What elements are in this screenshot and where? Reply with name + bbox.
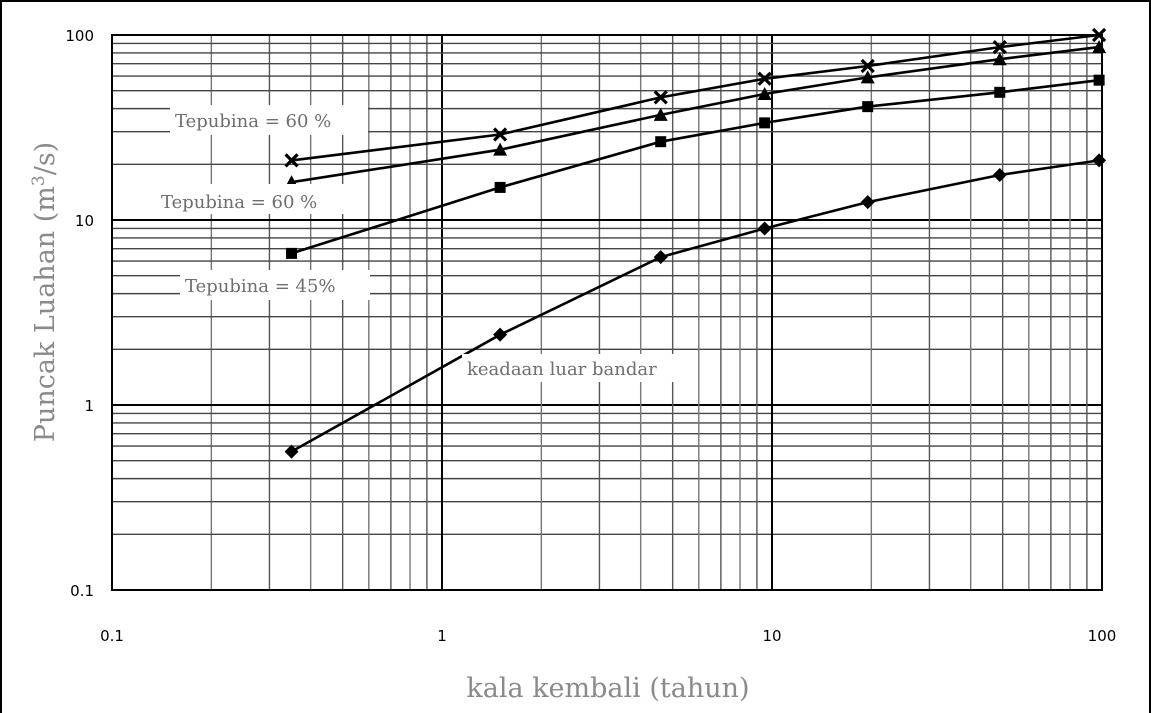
data-point [494, 181, 506, 193]
y-axis-ticks: 0.1 1 10 100 [65, 27, 94, 600]
series-triangle [284, 40, 1107, 189]
data-point [284, 444, 299, 459]
annotation-bg-4 [462, 354, 694, 382]
data-point [653, 250, 668, 265]
y-tick-label: 10 [75, 212, 94, 230]
annotation-bg-2 [156, 184, 354, 214]
annotation-4: keadaan luar bandar [467, 359, 657, 380]
annotation-bg-3 [180, 270, 370, 300]
data-point [862, 101, 874, 113]
data-point [284, 153, 299, 168]
data-point [992, 168, 1007, 183]
annotation-2: Tepubina = 60 % [161, 192, 317, 213]
x-tick-label: 0.1 [100, 627, 124, 645]
x-axis-title: kala kembali (tahun) [466, 673, 749, 704]
y-axis-title: Puncak Luahan (m3/s) [29, 142, 61, 442]
series-diamond [284, 153, 1107, 459]
data-point [860, 70, 875, 84]
data-point [1093, 74, 1105, 86]
y-tick-label: 1 [84, 397, 94, 415]
data-point [757, 221, 772, 236]
data-point [757, 86, 772, 100]
data-point [759, 117, 771, 129]
annotation-3: Tepubina = 45% [185, 276, 336, 297]
series-square [286, 74, 1105, 259]
data-point [493, 142, 508, 156]
data-point [1092, 153, 1107, 168]
x-tick-label: 10 [762, 627, 781, 645]
annotation-1: Tepubina = 60 % [175, 111, 331, 132]
data-point [653, 90, 668, 105]
series-line [291, 45, 1100, 184]
data-point [992, 39, 1007, 55]
annotation-bg-1 [170, 105, 368, 135]
y-tick-label: 100 [65, 27, 94, 45]
data-point [493, 327, 508, 342]
data-point [860, 195, 875, 210]
x-axis-ticks: 0.1 1 10 100 [100, 627, 1116, 645]
data-point [492, 127, 508, 142]
data-point [286, 247, 298, 259]
data-point [653, 107, 668, 121]
data-point [992, 52, 1007, 66]
series-x [284, 27, 1107, 168]
plot-area-border [111, 34, 1103, 591]
y-axis-title-main: Puncak Luahan (m [30, 186, 61, 442]
x-tick-label: 100 [1088, 627, 1117, 645]
series-line [291, 33, 1100, 162]
series-line [291, 78, 1100, 255]
data-point [757, 71, 772, 86]
data-point [994, 86, 1006, 98]
series-line [290, 159, 1100, 453]
data-point [1091, 27, 1107, 43]
data-point [655, 136, 667, 148]
data-point [860, 58, 875, 74]
x-tick-label: 1 [437, 627, 447, 645]
data-point [1092, 40, 1107, 54]
series-layer [284, 27, 1107, 459]
annotations: Tepubina = 60 % Tepubina = 60 % Tepubina… [156, 105, 694, 382]
y-axis-title-sup: 3 [29, 175, 49, 186]
y-axis-title-tail: /s) [30, 142, 61, 176]
y-tick-label: 0.1 [70, 582, 94, 600]
